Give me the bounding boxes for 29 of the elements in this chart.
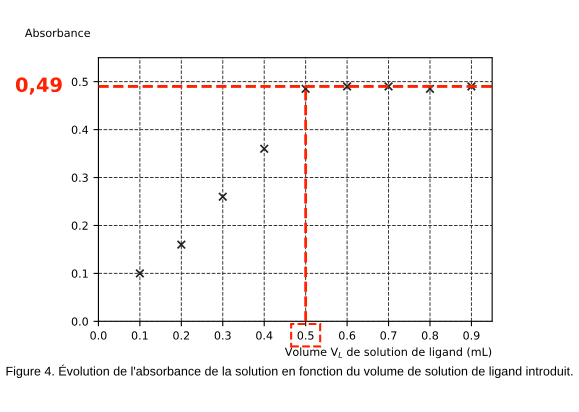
point [342, 82, 352, 92]
x-tick-label: 0.4 [256, 331, 272, 340]
x-tick-label: 0.2 [173, 331, 190, 340]
x-tick-label: 0.5 [298, 331, 314, 340]
x-tick-label: 0.0 [90, 331, 107, 340]
x-tick-label: 0.6 [338, 331, 356, 340]
point [260, 144, 269, 154]
point [425, 84, 435, 94]
y-tick-label: 0.4 [72, 126, 88, 134]
x-axis-title: Volume V$_{L}$ de solution de ligand (mL) [284, 347, 492, 358]
point [466, 82, 476, 92]
point [176, 240, 186, 250]
y-tick-label: 0.1 [72, 269, 88, 278]
x-tick-label: 0.1 [132, 331, 148, 340]
x-tick-label: 0.7 [380, 331, 396, 340]
y-tick-label: 0.2 [72, 221, 88, 230]
point [218, 192, 228, 202]
point [384, 82, 394, 92]
caption: Figure 4. Évolution de l'absorbance de la solution en fonction du volume de solution de ligand introduit. [6, 364, 572, 378]
x-tick-label: 0.9 [463, 331, 480, 340]
y-tick-label: 0.0 [72, 317, 88, 326]
x-tick-label: 0.3 [214, 331, 231, 340]
point [301, 84, 310, 94]
y-tick-label: 0.3 [72, 174, 88, 182]
ref-line-label: 0,49 [16, 77, 62, 95]
y-tick-label: 0.5 [72, 78, 88, 86]
y-axis-title: Absorbance [24, 28, 90, 38]
point [135, 268, 145, 278]
x-tick-label: 0.8 [422, 331, 438, 340]
